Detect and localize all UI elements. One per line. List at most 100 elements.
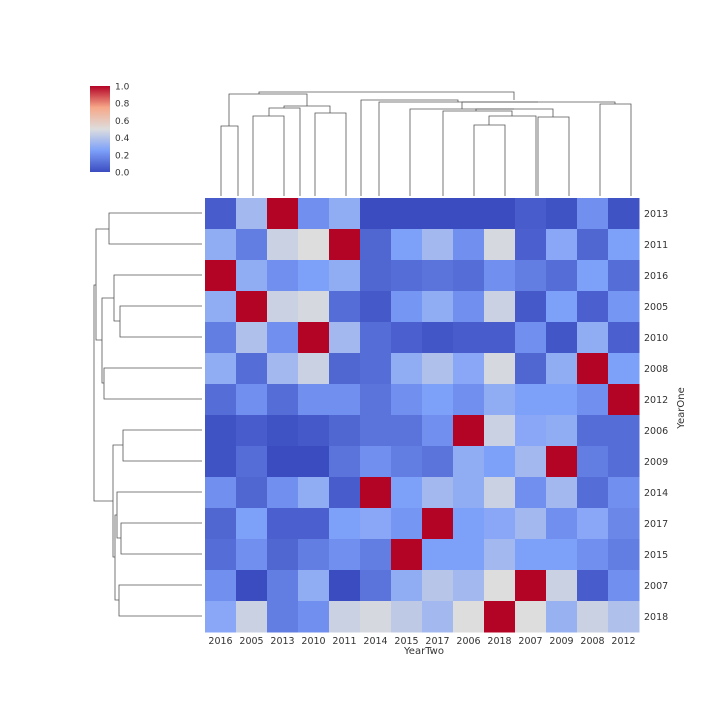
heatmap-cell — [608, 446, 640, 478]
heatmap-cell — [360, 415, 392, 447]
heatmap-cell — [205, 198, 237, 230]
dendrogram-link — [113, 274, 202, 322]
column-tick-label: 2008 — [580, 636, 604, 647]
dendrogram-link — [475, 108, 554, 117]
heatmap-cell — [360, 198, 392, 230]
heatmap-cell — [515, 322, 547, 354]
heatmap-cell — [422, 198, 454, 230]
heatmap-cell — [484, 415, 516, 447]
heatmap-cell — [298, 198, 330, 230]
heatmap-cell — [577, 539, 609, 571]
heatmap-cell — [453, 477, 485, 509]
heatmap-cell — [236, 477, 268, 509]
heatmap-cell — [608, 601, 640, 633]
dendrogram-link — [599, 103, 632, 196]
heatmap-cell — [329, 539, 361, 571]
row-tick-label: 2005 — [644, 302, 668, 313]
row-tick-label: 2008 — [644, 364, 668, 375]
column-tick-label: 2016 — [208, 636, 232, 647]
heatmap-cell — [236, 198, 268, 230]
heatmap-cell — [546, 415, 578, 447]
heatmap-cell — [484, 384, 516, 416]
dendrogram-link — [118, 584, 202, 617]
heatmap-cell — [422, 353, 454, 385]
column-tick-label: 2006 — [456, 636, 480, 647]
heatmap-cell — [577, 260, 609, 292]
heatmap-cell — [236, 384, 268, 416]
heatmap-cell — [453, 229, 485, 261]
heatmap-cell — [205, 601, 237, 633]
heatmap-cell — [515, 415, 547, 447]
heatmap-cell — [608, 260, 640, 292]
heatmap-cell — [608, 229, 640, 261]
heatmap-cell — [515, 570, 547, 602]
heatmap-cell — [391, 415, 423, 447]
row-tick-label: 2007 — [644, 581, 668, 592]
heatmap-cell — [608, 570, 640, 602]
y-axis-label: YearOne — [676, 387, 687, 430]
heatmap-cell — [298, 291, 330, 323]
heatmap-cell — [298, 229, 330, 261]
heatmap-cell — [267, 322, 299, 354]
heatmap-cell — [422, 570, 454, 602]
row-tick-label: 2013 — [644, 209, 668, 220]
colorbar-gradient — [90, 86, 110, 172]
colorbar-tick-label: 0.8 — [115, 100, 130, 110]
heatmap-cell — [298, 322, 330, 354]
heatmap-cell — [484, 508, 516, 540]
heatmap-cell — [484, 229, 516, 261]
heatmap-cells — [205, 198, 640, 633]
heatmap-cell — [577, 322, 609, 354]
heatmap-cell — [205, 353, 237, 385]
dendrogram-link — [108, 212, 202, 245]
heatmap-cell — [267, 446, 299, 478]
heatmap-cell — [546, 477, 578, 509]
heatmap-cell — [267, 570, 299, 602]
row-dendrogram — [93, 212, 202, 617]
heatmap-cell — [577, 229, 609, 261]
heatmap-cell — [515, 601, 547, 633]
heatmap-cell — [360, 384, 392, 416]
heatmap-cell — [391, 508, 423, 540]
heatmap-cell — [515, 539, 547, 571]
heatmap-cell — [453, 601, 485, 633]
heatmap-cell — [298, 539, 330, 571]
dendrogram-link — [101, 297, 114, 384]
heatmap-cell — [453, 384, 485, 416]
heatmap-cell — [577, 384, 609, 416]
heatmap-cell — [422, 229, 454, 261]
heatmap-cell — [546, 601, 578, 633]
heatmap-cell — [484, 198, 516, 230]
heatmap-cell — [422, 446, 454, 478]
heatmap-cell — [577, 446, 609, 478]
heatmap-cell — [391, 477, 423, 509]
heatmap-cell — [236, 570, 268, 602]
heatmap-cell — [546, 570, 578, 602]
dendrogram-link — [283, 105, 331, 113]
row-tick-label: 2018 — [644, 612, 668, 623]
heatmap-cell — [391, 198, 423, 230]
column-tick-label: 2007 — [518, 636, 542, 647]
heatmap-cell — [608, 477, 640, 509]
heatmap-cell — [515, 353, 547, 385]
heatmap-cell — [391, 601, 423, 633]
heatmap-cell — [205, 508, 237, 540]
heatmap-cell — [391, 260, 423, 292]
heatmap-cell — [267, 477, 299, 509]
heatmap-cell — [515, 229, 547, 261]
row-tick-label: 2011 — [644, 240, 668, 251]
dendrogram-link — [409, 108, 514, 196]
dendrogram-link — [360, 99, 459, 196]
heatmap-cell — [236, 353, 268, 385]
dendrogram-link — [122, 429, 202, 462]
heatmap-cell — [298, 477, 330, 509]
x-axis-label: YearTwo — [403, 646, 444, 657]
heatmap-cell — [236, 260, 268, 292]
heatmap-cell — [267, 229, 299, 261]
heatmap-cell — [484, 477, 516, 509]
row-tick-labels: 2013 2011 2016 2005 2010 2008 2012 2006 2009 2014… — [644, 209, 668, 623]
heatmap-cell — [360, 601, 392, 633]
heatmap-cell — [298, 415, 330, 447]
colorbar-tick-label: 1.0 — [115, 83, 130, 93]
heatmap-cell — [608, 415, 640, 447]
